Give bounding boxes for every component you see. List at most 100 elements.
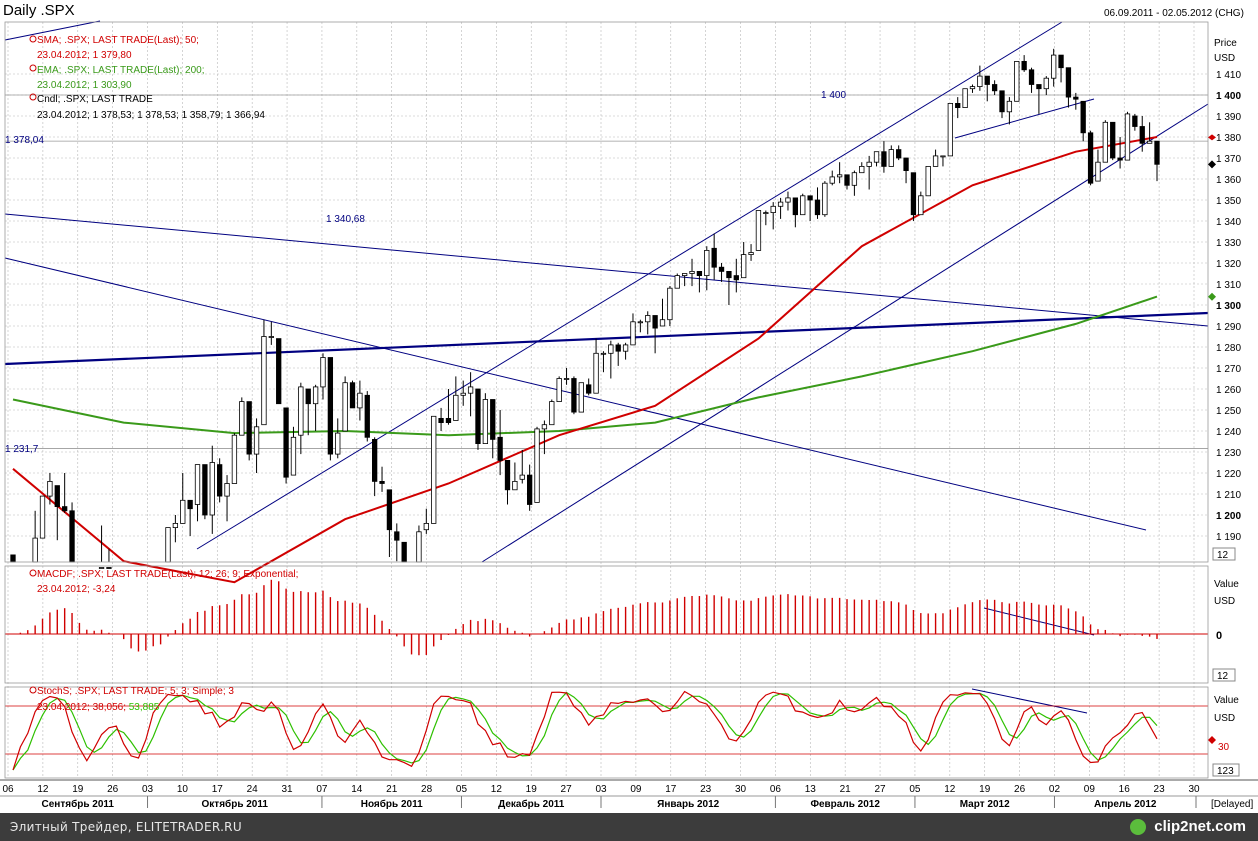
candle[interactable] [342,376,348,432]
candle[interactable] [888,145,894,167]
candle[interactable] [704,246,710,291]
candle[interactable] [1087,130,1094,186]
candle[interactable] [600,351,607,373]
candle[interactable] [62,473,68,513]
candle[interactable] [622,342,629,360]
candle[interactable] [615,342,621,366]
candle[interactable] [822,181,828,217]
candle[interactable] [999,90,1005,119]
candle[interactable] [977,65,983,91]
candle[interactable] [512,462,518,491]
candle[interactable] [98,525,105,569]
candle[interactable] [490,399,496,459]
candle[interactable] [1021,55,1027,72]
candle[interactable] [438,407,444,431]
candle[interactable] [851,170,858,196]
candle[interactable] [1146,122,1153,144]
candle[interactable] [1117,137,1123,169]
candle[interactable] [253,418,260,473]
candle[interactable] [482,393,489,444]
candle[interactable] [54,485,60,541]
candle[interactable] [290,426,297,476]
candle[interactable] [932,149,939,167]
candle[interactable] [881,141,887,173]
candle[interactable] [534,426,540,503]
candle[interactable] [1139,116,1145,152]
candle[interactable] [984,75,990,102]
candle[interactable] [194,464,201,522]
candle[interactable] [1102,120,1108,163]
candle[interactable] [1080,100,1086,142]
candle[interactable] [39,495,46,539]
candle[interactable] [718,263,725,282]
candle[interactable] [475,388,481,450]
candle[interactable] [630,313,636,346]
candle[interactable] [1073,92,1079,110]
candle[interactable] [829,170,835,186]
stoch-settings-icon[interactable] [29,686,37,694]
candle[interactable] [586,378,592,396]
candle[interactable] [637,319,644,333]
candle[interactable] [172,515,179,543]
candle[interactable] [231,433,238,484]
candle[interactable] [711,233,717,280]
candle[interactable] [202,464,208,520]
candle[interactable] [991,80,998,95]
candle[interactable] [667,286,673,326]
candle[interactable] [298,382,304,455]
candle[interactable] [1036,84,1042,114]
candle[interactable] [268,321,274,345]
candle[interactable] [910,172,917,221]
candle[interactable] [1110,121,1116,161]
candle[interactable] [10,554,16,563]
candle[interactable] [386,489,393,557]
candle[interactable] [741,242,747,279]
candle[interactable] [364,391,370,442]
candle[interactable] [519,449,525,484]
candle[interactable] [224,475,230,522]
candle[interactable] [859,162,865,174]
candle[interactable] [239,397,245,436]
candle[interactable] [549,399,555,426]
candle[interactable] [748,244,754,261]
candle[interactable] [335,418,341,459]
candle[interactable] [276,338,282,405]
candle[interactable] [1014,61,1020,102]
candle[interactable] [283,407,289,484]
candle[interactable] [1065,67,1072,108]
price-scale-box[interactable] [1212,547,1236,561]
candle[interactable] [807,195,813,221]
candle[interactable] [349,380,356,409]
candle[interactable] [445,389,452,425]
candle[interactable] [497,410,503,476]
candle[interactable] [1058,54,1064,83]
candle[interactable] [763,210,769,226]
candle[interactable] [940,155,946,167]
candle[interactable] [423,508,429,534]
macd-scale-box[interactable] [1212,668,1236,682]
candle[interactable] [504,459,511,505]
candle[interactable] [556,376,562,403]
candle[interactable] [47,473,53,505]
sma-settings-icon[interactable] [29,35,37,43]
candle[interactable] [896,145,902,161]
candle[interactable] [873,151,880,167]
candle[interactable] [401,541,407,563]
candle[interactable] [925,165,931,197]
candle[interactable] [1124,111,1131,161]
candle[interactable] [836,162,843,184]
candle[interactable] [180,473,186,524]
candle[interactable] [689,258,695,287]
candle[interactable] [379,466,385,492]
candle[interactable] [541,420,548,455]
candle[interactable] [165,527,171,563]
candle[interactable] [785,191,791,211]
candle-settings-icon[interactable] [29,93,37,101]
candle[interactable] [681,273,688,287]
candle[interactable] [209,445,215,534]
candles[interactable] [10,48,1160,569]
candle[interactable] [261,319,267,426]
candle[interactable] [652,315,658,354]
candle[interactable] [526,464,533,511]
candle[interactable] [246,401,252,461]
